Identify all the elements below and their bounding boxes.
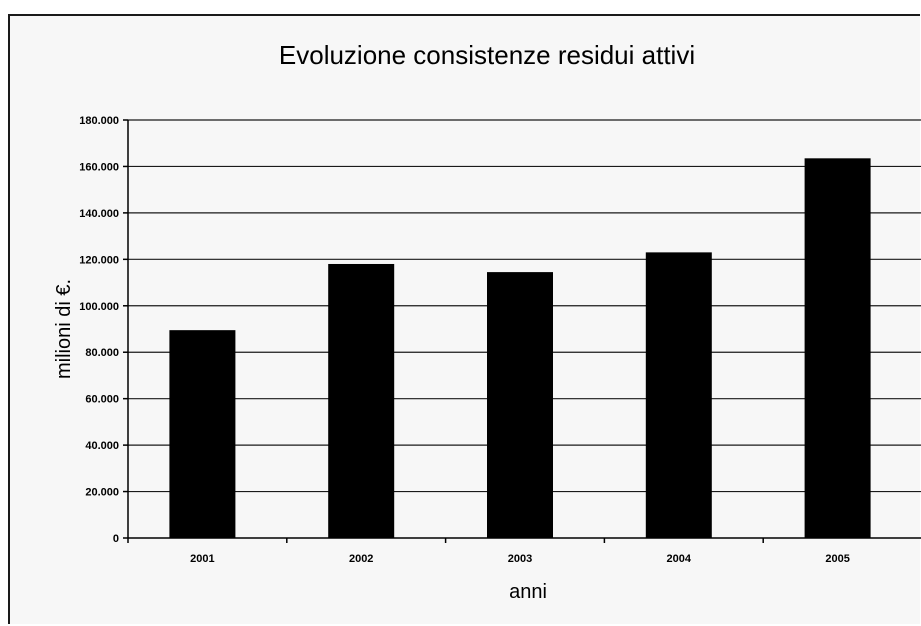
- y-axis-label: milioni di €.: [53, 279, 75, 379]
- y-tick-label: 20.000: [85, 487, 119, 499]
- x-tick-label: 2001: [190, 553, 214, 565]
- x-tick-labels: 2001 2002 2003 2004 2005: [127, 538, 850, 565]
- bar-2002: [328, 263, 395, 538]
- bar-2001: [169, 330, 236, 538]
- y-tick-labels: 0 20.000 40.000 60.000 80.000 100.000 120.000 1…: [79, 115, 128, 545]
- x-tick-label: 2002: [349, 553, 373, 565]
- y-tick-label: 0: [113, 533, 119, 545]
- bar-2003: [487, 272, 553, 538]
- x-tick-label: 2004: [667, 553, 692, 565]
- chart-title: Evoluzione consistenze residui attivi: [279, 40, 695, 70]
- y-tick-label: 180.000: [79, 115, 119, 127]
- y-tick-label: 60.000: [85, 394, 119, 406]
- bar-chart: Evoluzione consistenze residui attivi 02…: [53, 40, 921, 603]
- bars: [169, 158, 871, 539]
- x-tick-label: 2005: [825, 553, 849, 565]
- y-tick-label: 140.000: [79, 208, 119, 220]
- y-tick-label: 160.000: [79, 161, 119, 173]
- y-tick-label: 100.000: [79, 301, 119, 313]
- x-axis-label: anni: [509, 581, 547, 603]
- x-tick-label: 2003: [508, 553, 532, 565]
- y-tick-label: 120.000: [79, 254, 119, 266]
- bar-2004: [645, 252, 712, 538]
- bar-2005: [804, 158, 871, 539]
- y-tick-label: 40.000: [85, 440, 119, 452]
- y-tick-label: 80.000: [85, 347, 119, 359]
